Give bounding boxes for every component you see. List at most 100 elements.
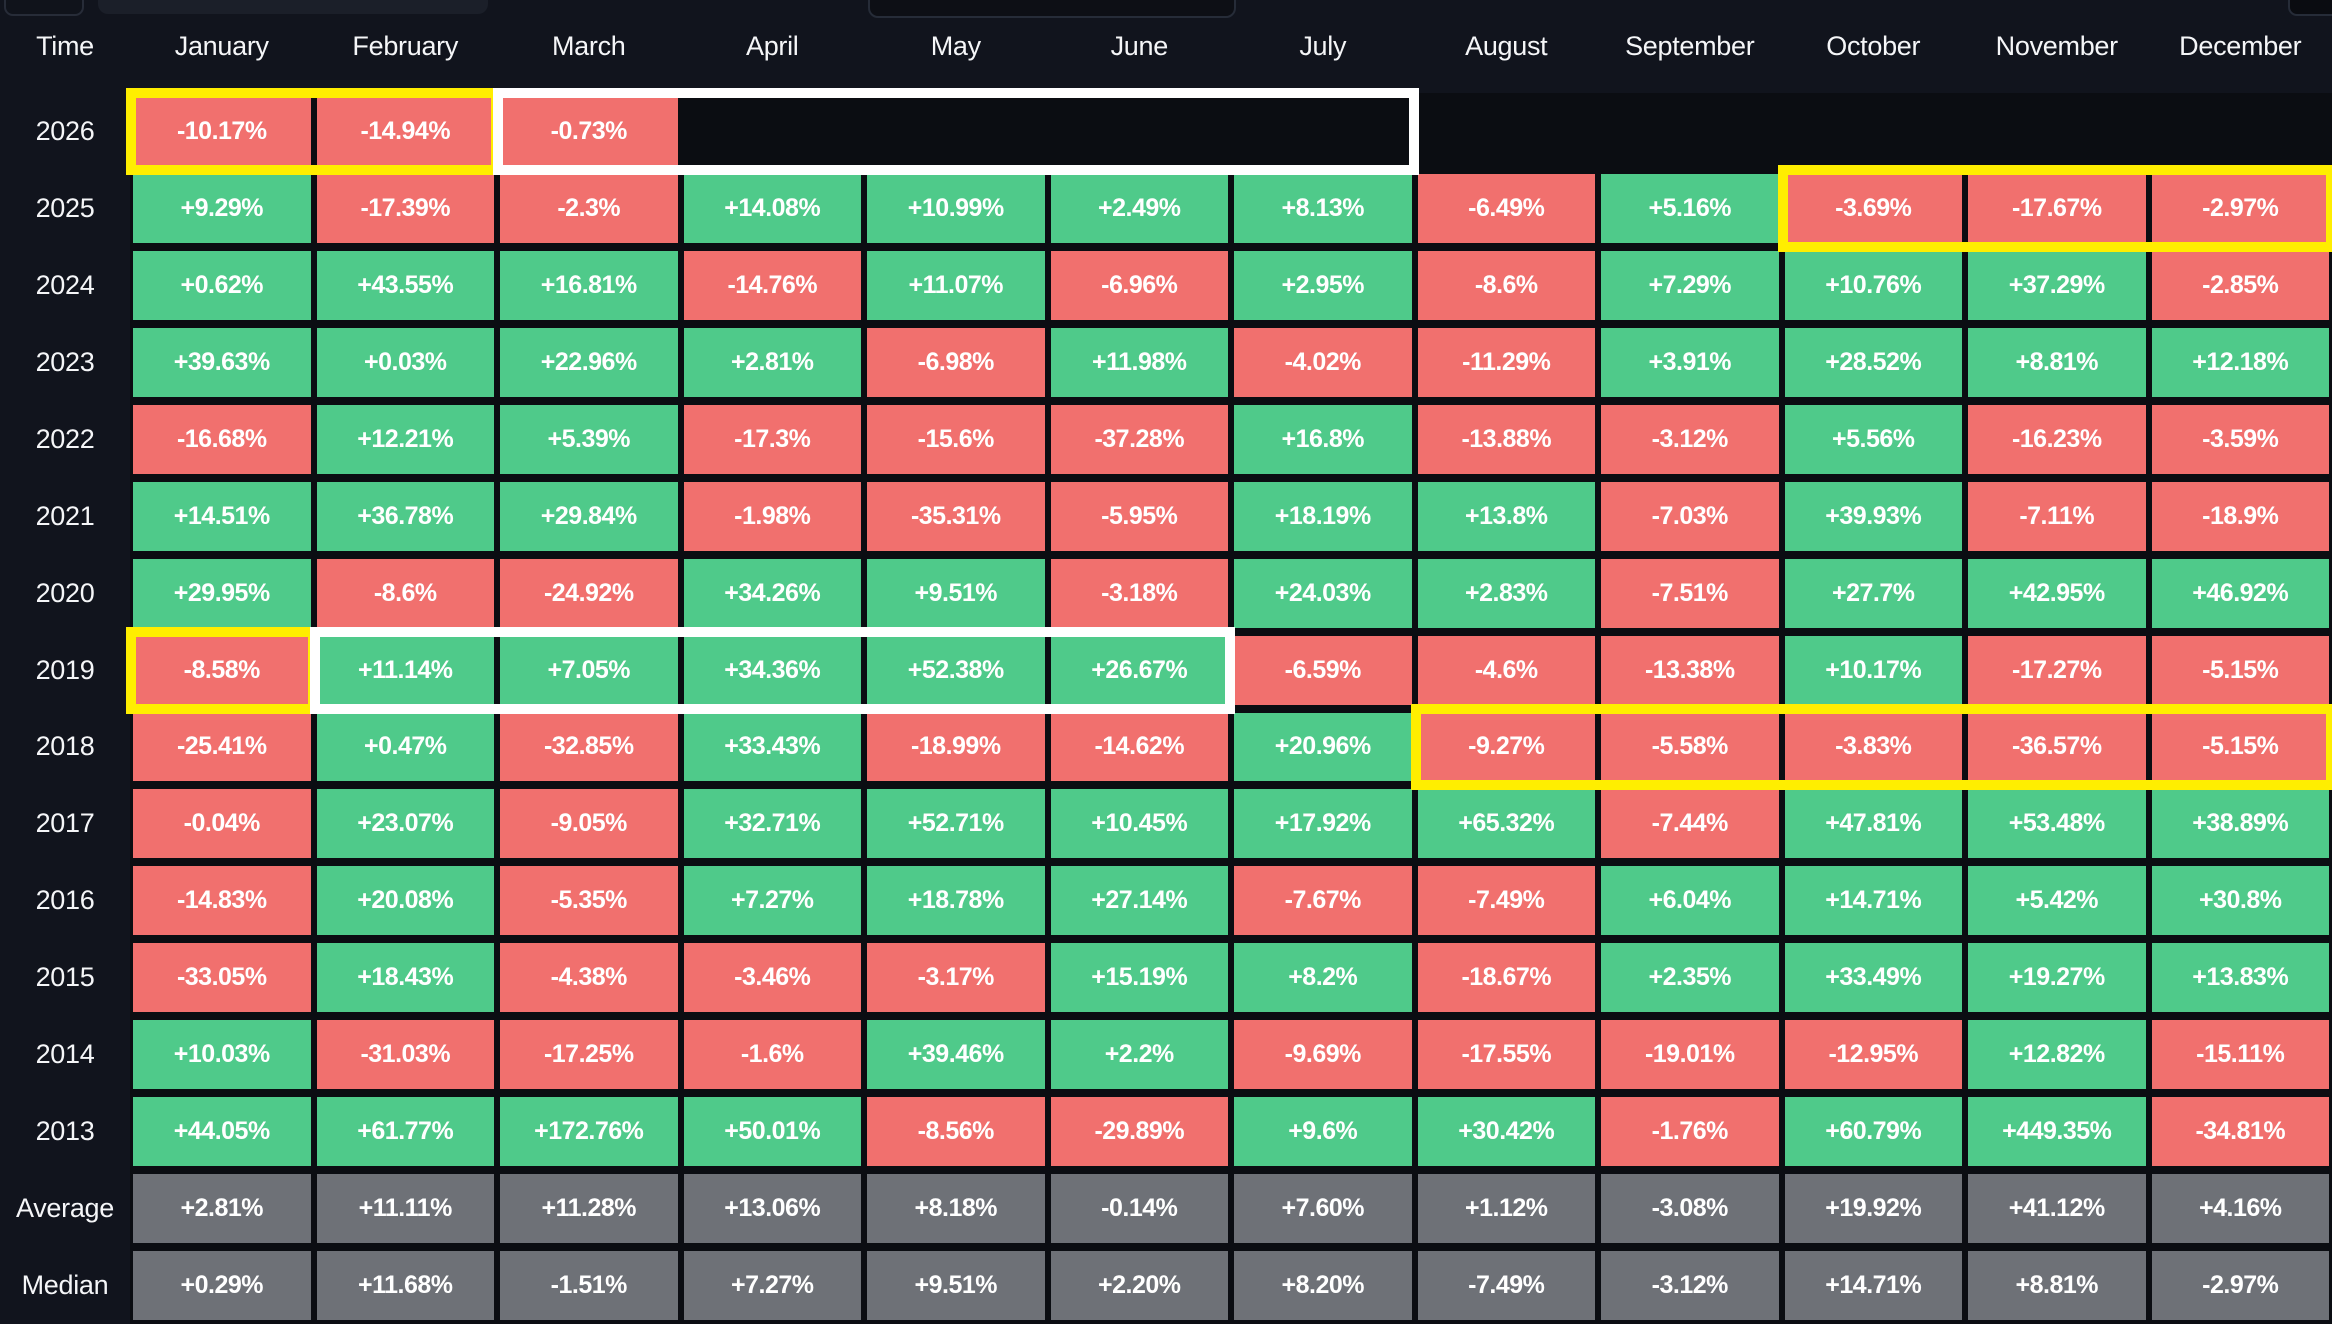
return-cell: -17.27% <box>1968 635 2146 705</box>
return-cell: -9.05% <box>500 789 678 859</box>
return-cell: +10.76% <box>1784 250 1962 320</box>
return-cell: +52.38% <box>867 635 1045 705</box>
year-row-label: 2020 <box>35 577 95 608</box>
return-cell: -7.03% <box>1601 481 1779 551</box>
return-cell: +18.19% <box>1234 481 1412 551</box>
return-cell: -3.12% <box>1601 1251 1779 1320</box>
return-cell: +29.95% <box>133 558 311 628</box>
return-cell: +9.51% <box>867 558 1045 628</box>
return-cell: +34.36% <box>683 635 861 705</box>
month-header: January <box>174 31 269 61</box>
return-cell: -11.29% <box>1417 327 1595 397</box>
return-cell: +60.79% <box>1784 1097 1962 1167</box>
return-cell: -16.23% <box>1968 404 2146 474</box>
month-header: October <box>1826 31 1921 61</box>
return-cell: -4.38% <box>500 943 678 1013</box>
return-cell: +3.91% <box>1601 327 1779 397</box>
return-cell: +10.99% <box>867 173 1045 243</box>
year-row-label: 2014 <box>35 1039 95 1070</box>
return-cell: +1.12% <box>1417 1174 1595 1244</box>
return-cell: +14.51% <box>133 481 311 551</box>
return-cell: +7.27% <box>683 1251 861 1320</box>
return-cell: +11.28% <box>500 1174 678 1244</box>
return-cell: -15.11% <box>2151 1020 2329 1090</box>
return-cell: +2.95% <box>1234 250 1412 320</box>
return-cell: +449.35% <box>1968 1097 2146 1167</box>
month-header: June <box>1110 31 1169 61</box>
return-cell: +28.52% <box>1784 327 1962 397</box>
return-cell: -6.98% <box>867 327 1045 397</box>
year-row-label: 2016 <box>35 885 95 916</box>
return-cell: +41.12% <box>1968 1174 2146 1244</box>
return-cell: +11.14% <box>316 635 494 705</box>
month-header: August <box>1465 31 1548 61</box>
return-cell: -5.95% <box>1050 481 1228 551</box>
return-cell: +2.2% <box>1050 1020 1228 1090</box>
return-cell: -8.6% <box>316 558 494 628</box>
return-cell: +53.48% <box>1968 789 2146 859</box>
return-cell: +30.42% <box>1417 1097 1595 1167</box>
year-row-label: 2025 <box>35 192 95 223</box>
return-cell: +8.20% <box>1234 1251 1412 1320</box>
return-cell: -5.58% <box>1601 712 1779 782</box>
return-cell: -10.17% <box>133 97 311 166</box>
return-cell: -29.89% <box>1050 1097 1228 1167</box>
return-cell: +8.81% <box>1968 327 2146 397</box>
return-cell: -7.49% <box>1417 1251 1595 1320</box>
return-cell: +172.76% <box>500 1097 678 1167</box>
return-cell: -7.67% <box>1234 866 1412 936</box>
return-cell: -35.31% <box>867 481 1045 551</box>
return-cell: +39.93% <box>1784 481 1962 551</box>
return-cell: -16.68% <box>133 404 311 474</box>
return-cell: -14.83% <box>133 866 311 936</box>
return-cell: +13.06% <box>683 1174 861 1244</box>
return-cell: +43.55% <box>316 250 494 320</box>
year-row-label: 2019 <box>35 654 95 685</box>
return-cell: -3.69% <box>1784 173 1962 243</box>
month-header: July <box>1299 31 1347 61</box>
return-cell: -7.51% <box>1601 558 1779 628</box>
return-cell: +2.49% <box>1050 173 1228 243</box>
return-cell: +37.29% <box>1968 250 2146 320</box>
return-cell: +39.46% <box>867 1020 1045 1090</box>
return-cell: +16.81% <box>500 250 678 320</box>
return-cell: -17.55% <box>1417 1020 1595 1090</box>
return-cell: -18.99% <box>867 712 1045 782</box>
return-cell: +0.03% <box>316 327 494 397</box>
return-cell: +8.2% <box>1234 943 1412 1013</box>
return-cell: -4.6% <box>1417 635 1595 705</box>
month-header: November <box>1995 31 2118 61</box>
summary-row-label: Median <box>21 1270 109 1301</box>
return-cell: -0.04% <box>133 789 311 859</box>
return-cell: -3.08% <box>1601 1174 1779 1244</box>
return-cell: +24.03% <box>1234 558 1412 628</box>
return-cell: -5.15% <box>2151 635 2329 705</box>
year-row-label: 2021 <box>35 500 95 531</box>
return-cell: +36.78% <box>316 481 494 551</box>
return-cell: +7.60% <box>1234 1174 1412 1244</box>
return-cell: -34.81% <box>2151 1097 2329 1167</box>
year-row-label: 2015 <box>35 962 95 993</box>
return-cell: -0.73% <box>500 97 678 166</box>
return-cell: +33.43% <box>683 712 861 782</box>
return-cell: -14.62% <box>1050 712 1228 782</box>
return-cell: -8.6% <box>1417 250 1595 320</box>
year-row-label: 2026 <box>35 115 95 146</box>
return-cell: +39.63% <box>133 327 311 397</box>
return-cell: +65.32% <box>1417 789 1595 859</box>
return-cell: -13.88% <box>1417 404 1595 474</box>
return-cell: -3.18% <box>1050 558 1228 628</box>
year-row-label: 2023 <box>35 346 95 377</box>
return-cell: +18.43% <box>316 943 494 1013</box>
return-cell: +2.81% <box>133 1174 311 1244</box>
return-cell: -2.97% <box>2151 1251 2329 1320</box>
return-cell: -7.44% <box>1601 789 1779 859</box>
return-cell: +2.20% <box>1050 1251 1228 1320</box>
return-cell: +11.68% <box>316 1251 494 1320</box>
return-cell: -18.67% <box>1417 943 1595 1013</box>
return-cell: -17.25% <box>500 1020 678 1090</box>
return-cell: +11.98% <box>1050 327 1228 397</box>
return-cell: -6.96% <box>1050 250 1228 320</box>
return-cell: +27.14% <box>1050 866 1228 936</box>
